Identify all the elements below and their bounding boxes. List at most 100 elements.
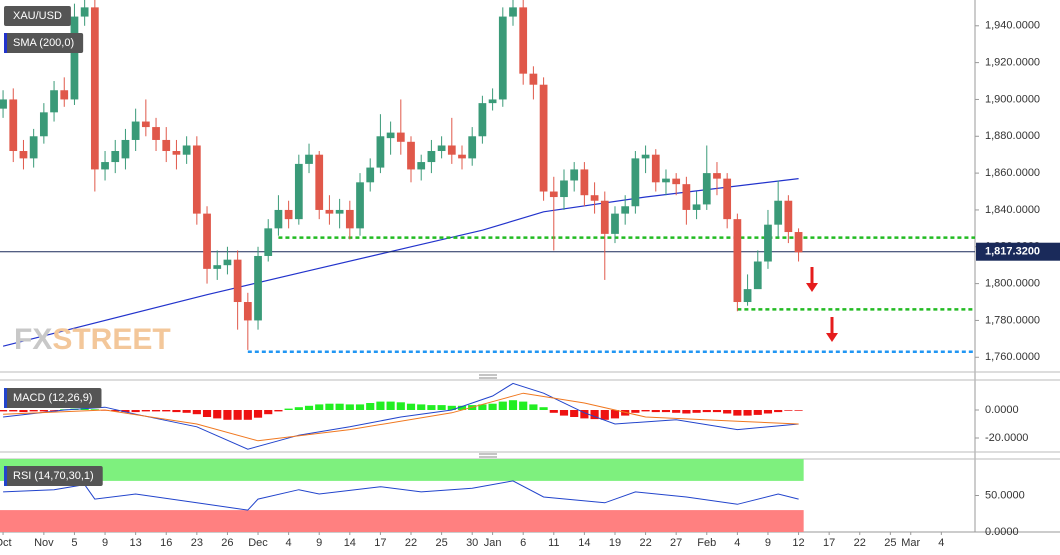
candle-body bbox=[80, 7, 89, 17]
candle-body bbox=[723, 178, 732, 220]
macd-histogram-bar bbox=[243, 410, 252, 420]
panel-label: XAU/USD bbox=[13, 10, 62, 22]
candle-body bbox=[315, 154, 324, 210]
macd-histogram-bar bbox=[315, 404, 324, 410]
macd-histogram-bar bbox=[121, 410, 130, 413]
macd-histogram-bar bbox=[49, 410, 59, 411]
y-tick-label: 0.0000 bbox=[985, 404, 1019, 416]
candle-body bbox=[662, 178, 670, 183]
candle-body bbox=[294, 163, 303, 220]
x-tick-label: Oct bbox=[0, 537, 12, 549]
candle-body bbox=[386, 132, 395, 139]
candle-body bbox=[560, 180, 568, 198]
macd-histogram-bar bbox=[447, 405, 456, 410]
x-tick-label: 25 bbox=[884, 537, 896, 549]
macd-histogram-bar bbox=[743, 410, 752, 416]
candle-body bbox=[233, 259, 242, 303]
x-tick-label: 14 bbox=[344, 537, 356, 549]
macd-histogram-bar bbox=[519, 401, 528, 410]
macd-histogram-bar bbox=[182, 410, 191, 413]
panel-label-box bbox=[4, 388, 102, 408]
candle-body bbox=[90, 7, 99, 170]
candle-body bbox=[162, 139, 171, 152]
last-price-tag bbox=[976, 242, 1060, 261]
macd-histogram-bar bbox=[794, 410, 803, 411]
macd-histogram-bar bbox=[253, 410, 263, 418]
candle-body bbox=[570, 169, 579, 181]
resize-handle[interactable] bbox=[479, 374, 497, 379]
x-tick-label: Dec bbox=[248, 537, 268, 549]
candle-body bbox=[641, 154, 650, 159]
candle-body bbox=[458, 154, 466, 159]
macd-histogram-bar bbox=[692, 410, 701, 413]
x-tick-label: 26 bbox=[221, 537, 233, 549]
macd-histogram-bar bbox=[172, 410, 181, 413]
y-tick-label: -20.0000 bbox=[985, 432, 1028, 444]
arrow bbox=[826, 317, 838, 342]
candle-body bbox=[172, 151, 181, 155]
x-tick-label: 11 bbox=[548, 537, 559, 549]
candle-body bbox=[9, 99, 18, 152]
y-tick-label: 1,880.0000 bbox=[985, 130, 1040, 142]
candle-body bbox=[305, 154, 313, 164]
macd-histogram-bar bbox=[784, 410, 793, 411]
y-tick-label: 0.0000 bbox=[985, 526, 1019, 538]
resize-handle[interactable] bbox=[479, 453, 497, 458]
macd-histogram-bar bbox=[335, 403, 344, 410]
x-tick-label: 17 bbox=[823, 537, 835, 549]
macd-histogram-bar bbox=[549, 410, 558, 413]
macd-histogram-bar bbox=[733, 410, 742, 416]
macd-histogram-bar bbox=[213, 410, 222, 419]
panel-label: SMA (200,0) bbox=[13, 37, 74, 49]
y-tick-label: 1,840.0000 bbox=[985, 204, 1040, 216]
candle-body bbox=[345, 209, 354, 229]
x-tick-label: 23 bbox=[191, 537, 203, 549]
panel-label-stripe bbox=[4, 33, 7, 53]
candle-body bbox=[498, 16, 507, 100]
macd-histogram-bar bbox=[29, 410, 38, 412]
candle-body bbox=[417, 162, 426, 170]
macd-histogram-bar bbox=[539, 407, 548, 410]
macd-histogram-bar bbox=[723, 410, 732, 414]
candle-body bbox=[203, 213, 211, 269]
x-tick-label: 25 bbox=[435, 537, 447, 549]
indicator-line bbox=[3, 392, 799, 442]
macd-histogram-bar bbox=[437, 405, 446, 410]
macd-histogram-bar bbox=[610, 410, 620, 419]
candle-body bbox=[519, 7, 528, 74]
x-tick-label: 22 bbox=[405, 537, 417, 549]
macd-histogram-bar bbox=[498, 401, 507, 410]
x-tick-label: 22 bbox=[854, 537, 866, 549]
x-tick-label: 17 bbox=[374, 537, 386, 549]
y-tick-label: 1,900.0000 bbox=[985, 93, 1040, 105]
macd-histogram-bar bbox=[570, 410, 579, 417]
x-tick-label: 5 bbox=[71, 537, 77, 549]
candle-body bbox=[774, 200, 783, 225]
candle-body bbox=[631, 158, 640, 207]
watermark-street-text: STREET bbox=[52, 323, 170, 356]
macd-histogram-bar bbox=[233, 410, 242, 420]
candle-body bbox=[407, 141, 415, 170]
macd-histogram-bar bbox=[478, 404, 487, 410]
candle-body bbox=[621, 206, 630, 214]
macd-histogram-bar bbox=[641, 410, 650, 412]
candle-body bbox=[141, 121, 150, 128]
indicator-line bbox=[3, 382, 799, 450]
candle-body bbox=[101, 162, 109, 170]
candle-body bbox=[335, 209, 344, 214]
candle-body bbox=[29, 136, 38, 159]
panel-label: RSI (14,70,30,1) bbox=[13, 470, 94, 482]
x-tick-label: 4 bbox=[938, 537, 944, 549]
panel-label-box bbox=[4, 466, 103, 486]
macd-histogram-bar bbox=[631, 410, 640, 413]
candle-body bbox=[131, 121, 140, 140]
x-tick-label: 6 bbox=[520, 537, 526, 549]
macd-histogram-bar bbox=[284, 408, 293, 410]
macd-histogram-bar bbox=[682, 410, 691, 414]
macd-histogram-bar bbox=[396, 402, 405, 410]
candle-body bbox=[702, 173, 711, 205]
macd-histogram-bar bbox=[19, 410, 28, 413]
macd-histogram-bar bbox=[345, 404, 354, 410]
macd-histogram-bar bbox=[774, 410, 783, 413]
macd-histogram-bar bbox=[457, 405, 467, 410]
